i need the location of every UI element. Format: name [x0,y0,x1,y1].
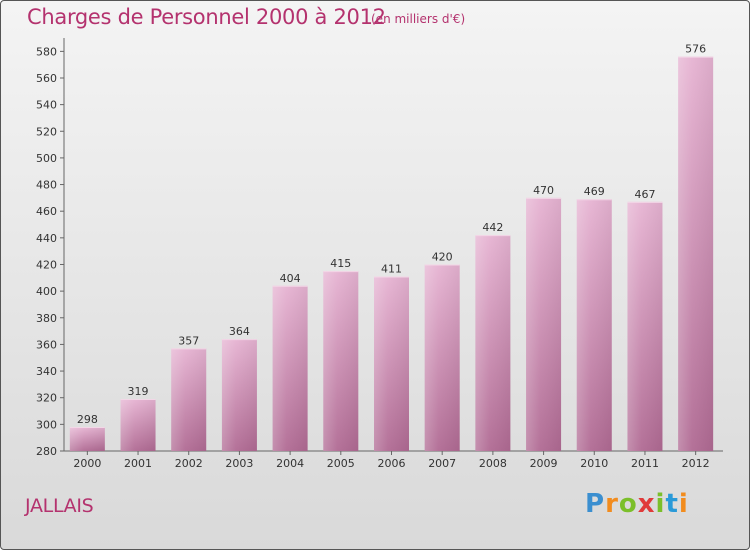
bar-value-label: 357 [178,334,199,347]
bar-highlight [272,285,308,451]
bar-value-label: 411 [381,262,402,275]
y-tick-label: 420 [36,258,57,271]
proxiti-logo: Proxiti [585,489,689,519]
y-tick-label: 480 [36,179,57,192]
y-tick-label: 520 [36,125,57,138]
x-tick-label: 2003 [225,457,253,470]
bar-value-label: 470 [533,184,554,197]
bar-highlight [69,427,105,451]
bar-highlight [374,276,409,451]
bar-value-label: 420 [432,250,453,263]
bar-highlight [171,348,207,451]
bar-highlight [475,235,511,451]
bar-highlight [221,339,257,451]
bar-highlight [526,197,562,451]
x-tick-label: 2000 [73,457,101,470]
x-tick-label: 2002 [175,457,203,470]
x-tick-label: 2006 [378,457,406,470]
bar-value-label: 467 [634,188,655,201]
bar-highlight [627,201,663,451]
x-tick-label: 2011 [631,457,659,470]
x-tick-label: 2005 [327,457,355,470]
bar-value-label: 469 [584,185,605,198]
y-tick-label: 380 [36,312,57,325]
bar-highlight [323,271,359,451]
y-tick-label: 540 [36,99,57,112]
x-tick-label: 2009 [530,457,558,470]
y-tick-label: 360 [36,338,57,351]
bar-highlight [678,56,714,451]
bar-highlight [120,399,156,451]
x-tick-label: 2004 [276,457,304,470]
y-tick-label: 560 [36,72,57,85]
y-tick-label: 580 [36,45,57,58]
chart-subtitle: (en milliers d'€) [371,12,466,26]
x-tick-label: 2008 [479,457,507,470]
bar-value-label: 364 [229,325,250,338]
bar-highlight [576,199,612,451]
bar-value-label: 576 [685,43,706,56]
bar-value-label: 298 [77,413,98,426]
y-tick-label: 300 [36,418,57,431]
x-tick-label: 2012 [682,457,710,470]
y-tick-label: 400 [36,285,57,298]
y-tick-label: 500 [36,152,57,165]
y-tick-label: 320 [36,392,57,405]
y-tick-label: 280 [36,445,57,458]
y-tick-label: 440 [36,232,57,245]
bar-value-label: 319 [128,385,149,398]
y-tick-label: 340 [36,365,57,378]
x-tick-label: 2010 [580,457,608,470]
bar-highlight [424,264,460,451]
commune-name: JALLAIS [25,495,94,517]
y-tick-label: 460 [36,205,57,218]
x-tick-label: 2007 [428,457,456,470]
bar-value-label: 415 [330,257,351,270]
x-tick-label: 2001 [124,457,152,470]
bar-value-label: 442 [482,221,503,234]
bar-value-label: 404 [280,272,301,285]
chart-title: Charges de Personnel 2000 à 2012 [27,5,386,29]
